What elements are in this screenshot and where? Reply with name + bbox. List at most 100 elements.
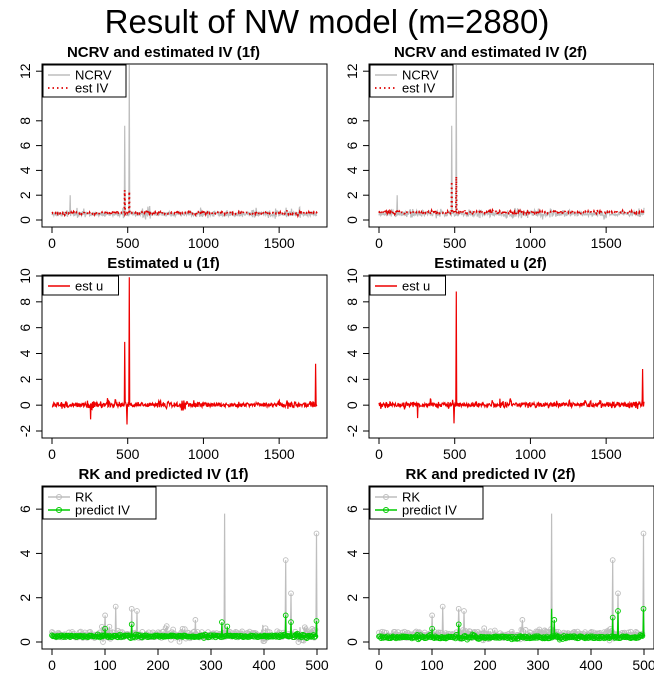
series-point — [392, 634, 398, 641]
legend-label: est u — [75, 279, 103, 294]
series-point — [399, 634, 406, 641]
x-tick-label: 300 — [199, 657, 223, 673]
x-tick-label: 1500 — [591, 235, 622, 251]
series-point — [611, 635, 618, 641]
y-tick-label: 4 — [344, 349, 360, 357]
x-tick-label: 1500 — [591, 446, 622, 462]
series-point — [442, 634, 448, 641]
y-tick-label: -2 — [344, 425, 360, 438]
y-tick-label: 4 — [17, 349, 33, 357]
series-point — [170, 626, 176, 633]
y-tick-label: 0 — [344, 638, 360, 646]
series-point — [263, 634, 270, 640]
series-point — [640, 605, 647, 612]
series-point — [192, 617, 199, 623]
series-point — [128, 605, 135, 612]
legend: est u — [369, 275, 446, 296]
series-point — [455, 605, 462, 612]
legend-label: RK — [75, 490, 93, 505]
chart-panel-p5: RK and predicted IV (1f) 0 100 200 300 400 500… — [0, 466, 329, 677]
series-point — [485, 635, 492, 641]
series-line-0 — [51, 277, 318, 425]
x-tick-label: 500 — [116, 446, 140, 462]
series-point — [134, 608, 140, 614]
y-tick-label: 10 — [17, 268, 33, 284]
y-tick-label: 4 — [344, 166, 360, 174]
series-point — [531, 633, 537, 640]
series-point — [181, 626, 188, 632]
y-tick-label: 8 — [17, 117, 33, 125]
series-point — [98, 633, 104, 640]
series-point — [160, 634, 167, 640]
series-line-1 — [378, 176, 645, 218]
y-tick-label: 4 — [17, 166, 33, 174]
series-line-0 — [378, 291, 645, 424]
series-point — [639, 633, 646, 639]
series-point — [99, 632, 105, 639]
y-tick-label: 0 — [344, 401, 360, 409]
x-tick-label: 0 — [375, 657, 383, 673]
x-tick-label: 300 — [526, 657, 550, 673]
y-tick-label: 8 — [344, 117, 360, 125]
series-point — [159, 633, 166, 639]
series-point — [608, 633, 615, 640]
legend: est u — [42, 275, 119, 296]
series-point — [312, 633, 319, 640]
series-point — [486, 634, 493, 640]
series-point — [282, 612, 289, 619]
series-point — [503, 634, 510, 640]
series-point — [102, 612, 108, 619]
series-point — [615, 590, 621, 597]
x-tick-label: 0 — [48, 657, 56, 673]
y-tick-label: 8 — [344, 298, 360, 306]
series-point — [264, 632, 271, 639]
chart-title: RK and predicted IV (2f) — [405, 466, 576, 483]
series-point — [168, 632, 174, 639]
legend-label: NCRV — [402, 68, 439, 83]
chart-svg: 0 500 1000 1500 -2 0 2 4 6 8 10 est u — [17, 268, 328, 462]
x-tick-label: 0 — [48, 235, 56, 251]
y-tick-label: 4 — [17, 549, 33, 557]
y-tick-label: 2 — [344, 375, 360, 383]
series-point — [313, 530, 320, 537]
y-tick-label: 2 — [344, 191, 360, 199]
series-point — [312, 626, 319, 633]
x-tick-label: 500 — [305, 657, 329, 673]
series-point — [610, 633, 617, 640]
y-tick-label: 2 — [17, 375, 33, 383]
series-point — [262, 633, 269, 639]
series-point — [490, 633, 497, 640]
series-point — [288, 590, 294, 597]
series-point — [615, 608, 621, 614]
x-tick-label: 200 — [473, 657, 497, 673]
series-point — [461, 608, 467, 614]
series-line-1 — [51, 190, 318, 219]
series-point — [401, 634, 408, 641]
series-point — [284, 633, 291, 639]
chart-title: Estimated u (2f) — [434, 255, 547, 272]
y-tick-label: -2 — [17, 425, 33, 438]
series-point — [633, 629, 639, 635]
chart-panel-p3: Estimated u (1f) 0 500 1000 1500 -2 0 2 4 6 8 10 est… — [0, 255, 328, 466]
x-tick-label: 1000 — [188, 235, 219, 251]
series-point — [72, 632, 79, 639]
series-point — [398, 633, 405, 640]
chart-panel-p1: NCRV and estimated IV (1f) 0 500 1000 1500 0 2… — [0, 44, 328, 255]
y-tick-label: 6 — [17, 505, 33, 513]
series-point — [282, 557, 289, 563]
plot-frame — [368, 274, 654, 439]
y-tick-label: 10 — [344, 268, 360, 284]
x-tick-label: 100 — [93, 657, 117, 673]
y-tick-label: 6 — [344, 505, 360, 513]
series-point — [265, 634, 272, 640]
x-tick-label: 0 — [375, 235, 383, 251]
series-point — [128, 621, 135, 628]
y-tick-label: 2 — [17, 594, 33, 602]
series-point — [530, 635, 536, 641]
series-point — [376, 629, 382, 636]
series-point — [392, 628, 398, 635]
